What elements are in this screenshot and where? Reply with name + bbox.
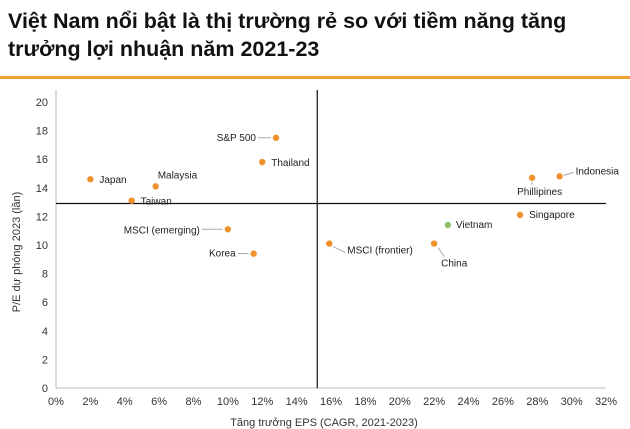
data-points bbox=[87, 134, 563, 257]
x-tick-label: 24% bbox=[457, 396, 479, 408]
x-tick-label: 6% bbox=[151, 396, 167, 408]
label-taiwan: Taiwan bbox=[141, 197, 172, 208]
point-msci-frontier bbox=[326, 240, 333, 247]
y-tick-label: 18 bbox=[36, 126, 48, 138]
point-vietnam bbox=[444, 221, 452, 229]
x-tick-label: 4% bbox=[117, 396, 133, 408]
y-tick-label: 16 bbox=[36, 154, 48, 166]
x-axis-label: Tăng trưởng EPS (CAGR, 2021-2023) bbox=[230, 417, 418, 429]
x-tick-label: 14% bbox=[286, 396, 308, 408]
label-china: China bbox=[441, 259, 468, 270]
x-tick-label: 26% bbox=[492, 396, 514, 408]
axes: 0% 2% 4% 6% 8% 10% 12% 14% 16% 18% 20% 22% 24% 26% 28%… bbox=[36, 90, 617, 408]
label-phillipines: Phillipines bbox=[517, 187, 562, 198]
leader-indonesia bbox=[563, 171, 574, 176]
y-tick-label: 20 bbox=[36, 97, 48, 109]
point-phillipines bbox=[528, 174, 536, 181]
x-tick-label: 10% bbox=[217, 396, 239, 408]
label-malaysia: Malaysia bbox=[158, 170, 198, 181]
label-singapore: Singapore bbox=[529, 210, 575, 221]
label-msci-emerging: MSCI (emerging) bbox=[124, 225, 200, 236]
x-tick-label: 12% bbox=[251, 396, 273, 408]
x-tick-label: 18% bbox=[354, 396, 376, 408]
point-singapore bbox=[516, 211, 524, 219]
label-thailand: Thailand bbox=[271, 158, 309, 169]
label-japan: Japan bbox=[99, 175, 126, 186]
y-axis-label: P/E dự phóng 2023 (lần) bbox=[11, 192, 23, 313]
x-tick-label: 30% bbox=[561, 396, 583, 408]
leader-lines bbox=[201, 137, 574, 257]
x-tick-label: 20% bbox=[389, 396, 411, 408]
label-indonesia: Indonesia bbox=[576, 166, 620, 177]
title-block: Việt Nam nổi bật là thị trường rẻ so với… bbox=[8, 7, 618, 63]
leader-china bbox=[437, 247, 445, 257]
x-tick-label: 22% bbox=[423, 396, 445, 408]
label-korea: Korea bbox=[209, 249, 236, 260]
y-tick-label: 4 bbox=[42, 326, 48, 338]
x-tick-label: 0% bbox=[48, 396, 64, 408]
point-labels: Japan Malaysia Taiwan S&P 500 Thailand MSCI (… bbox=[99, 133, 619, 270]
label-vietnam: Vietnam bbox=[456, 220, 493, 231]
point-malaysia bbox=[152, 183, 159, 190]
point-thailand bbox=[259, 158, 266, 166]
point-indonesia bbox=[556, 173, 563, 180]
leader-msci-frontier bbox=[333, 246, 346, 254]
chart-title: Việt Nam nổi bật là thị trường rẻ so với… bbox=[8, 9, 567, 61]
y-tick-label: 8 bbox=[42, 269, 48, 281]
point-s-p-500 bbox=[272, 134, 280, 141]
label-s-p-500: S&P 500 bbox=[217, 133, 257, 144]
x-tick-label: 8% bbox=[186, 396, 202, 408]
point-taiwan bbox=[128, 197, 135, 204]
y-tick-label: 6 bbox=[42, 297, 48, 309]
y-tick-label: 12 bbox=[36, 211, 48, 223]
point-korea bbox=[250, 250, 257, 257]
x-tick-label: 16% bbox=[320, 396, 342, 408]
title-underline bbox=[0, 76, 630, 79]
x-tick-label: 32% bbox=[595, 396, 617, 408]
label-msci-frontier: MSCI (frontier) bbox=[347, 246, 413, 257]
y-tick-label: 2 bbox=[42, 354, 48, 366]
x-tick-label: 28% bbox=[526, 396, 548, 408]
point-msci-emerging bbox=[224, 226, 232, 233]
point-china bbox=[430, 240, 438, 247]
reference-lines bbox=[56, 90, 606, 388]
point-japan bbox=[87, 176, 94, 183]
y-tick-label: 0 bbox=[42, 383, 48, 395]
x-tick-label: 2% bbox=[82, 396, 98, 408]
y-tick-label: 14 bbox=[36, 183, 48, 195]
y-tick-label: 10 bbox=[36, 240, 48, 252]
